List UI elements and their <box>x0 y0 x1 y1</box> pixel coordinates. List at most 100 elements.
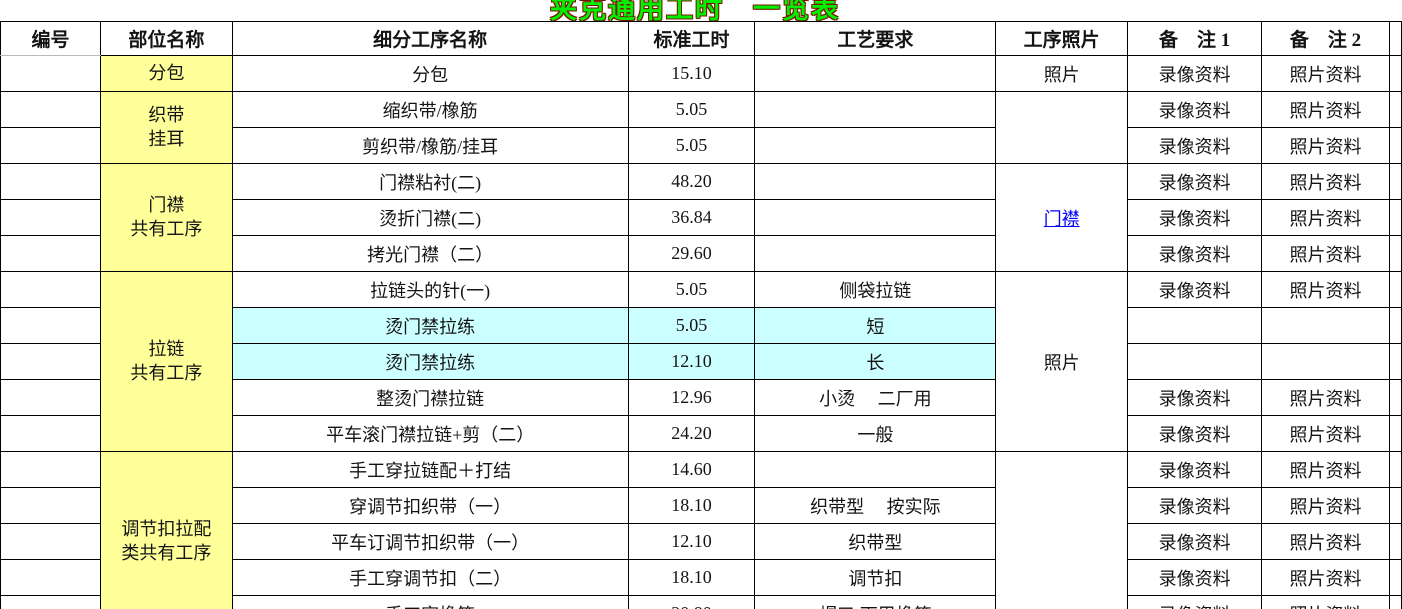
cell-note2[interactable]: 照片资料 <box>1261 559 1390 596</box>
cell-req[interactable]: 长 <box>754 343 997 380</box>
cell-process[interactable]: 缩织带/橡筋 <box>231 91 629 128</box>
cell-note2[interactable]: 照片资料 <box>1261 451 1390 488</box>
cell-process[interactable]: 手工穿调节扣（二） <box>231 559 629 596</box>
cell-note1[interactable]: 录像资料 <box>1127 91 1263 128</box>
cell-note2[interactable]: 照片资料 <box>1261 235 1390 272</box>
cell-id[interactable] <box>0 55 101 92</box>
cell-note2[interactable]: 照片资料 <box>1261 199 1390 236</box>
cell-id[interactable] <box>0 379 101 416</box>
cell-hours[interactable]: 14.60 <box>627 451 756 488</box>
cell-process[interactable]: 烫门禁拉练 <box>231 343 629 380</box>
cell-id[interactable] <box>0 163 101 200</box>
cell-note2[interactable]: 照片资料 <box>1261 127 1390 164</box>
cell-id[interactable] <box>0 235 101 272</box>
cell-id[interactable] <box>0 415 101 452</box>
cell-note1[interactable]: 录像资料 <box>1127 559 1263 596</box>
cell-req[interactable] <box>754 91 997 128</box>
cell-note2[interactable]: 照片资料 <box>1261 595 1390 609</box>
cell-req[interactable]: 织带型 <box>754 523 997 560</box>
cell-process[interactable]: 平车滚门襟拉链+剪（二） <box>231 415 629 452</box>
cell-process[interactable]: 烫门禁拉练 <box>231 307 629 344</box>
cell-req[interactable]: 小烫 二厂用 <box>754 379 997 416</box>
cell-note2[interactable]: 照片资料 <box>1261 523 1390 560</box>
cell-part-section[interactable]: 门襟 共有工序 <box>99 163 233 272</box>
cell-hours[interactable]: 5.05 <box>627 271 756 308</box>
cell-process[interactable]: 手工穿橡筋 <box>231 595 629 609</box>
cell-note1[interactable]: 录像资料 <box>1127 127 1263 164</box>
cell-hours[interactable]: 12.10 <box>627 343 756 380</box>
cell-id[interactable] <box>0 271 101 308</box>
cell-id[interactable] <box>0 343 101 380</box>
cell-note1[interactable]: 录像资料 <box>1127 163 1263 200</box>
cell-id[interactable] <box>0 487 101 524</box>
cell-note2[interactable]: 照片资料 <box>1261 379 1390 416</box>
cell-photo[interactable] <box>995 91 1129 164</box>
col-header-photo[interactable]: 工序照片 <box>995 21 1129 56</box>
cell-note1[interactable]: 录像资料 <box>1127 595 1263 609</box>
cell-id[interactable] <box>0 595 101 609</box>
cell-process[interactable]: 门襟粘衬(二) <box>231 163 629 200</box>
cell-id[interactable] <box>0 199 101 236</box>
cell-hours[interactable]: 15.10 <box>627 55 756 92</box>
cell-req[interactable]: 短 <box>754 307 997 344</box>
cell-process[interactable]: 剪织带/橡筋/挂耳 <box>231 127 629 164</box>
cell-process[interactable]: 平车订调节扣织带（一） <box>231 523 629 560</box>
cell-note1[interactable]: 录像资料 <box>1127 415 1263 452</box>
cell-req[interactable] <box>754 127 997 164</box>
cell-hours[interactable]: 24.20 <box>627 415 756 452</box>
cell-photo[interactable]: 门襟 <box>995 163 1129 272</box>
cell-hours[interactable]: 18.10 <box>627 487 756 524</box>
cell-note2[interactable]: 照片资料 <box>1261 91 1390 128</box>
cell-part-section[interactable]: 调节扣拉配 类共有工序 <box>99 451 233 609</box>
col-header-part[interactable]: 部位名称 <box>99 21 233 56</box>
cell-note2[interactable]: 照片资料 <box>1261 487 1390 524</box>
cell-req[interactable] <box>754 199 997 236</box>
cell-note2[interactable] <box>1261 307 1390 344</box>
cell-hours[interactable]: 5.05 <box>627 307 756 344</box>
cell-id[interactable] <box>0 91 101 128</box>
col-header-id[interactable]: 编号 <box>0 21 101 56</box>
cell-note1[interactable]: 录像资料 <box>1127 487 1263 524</box>
cell-note1[interactable]: 录像资料 <box>1127 379 1263 416</box>
cell-hours[interactable]: 20.80 <box>627 595 756 609</box>
cell-photo[interactable]: 照片 <box>995 55 1129 92</box>
cell-part-section[interactable]: 分包 <box>99 55 233 92</box>
cell-note2[interactable]: 照片资料 <box>1261 163 1390 200</box>
cell-note1[interactable]: 录像资料 <box>1127 55 1263 92</box>
cell-req[interactable] <box>754 55 997 92</box>
cell-hours[interactable]: 5.05 <box>627 91 756 128</box>
cell-id[interactable] <box>0 307 101 344</box>
cell-req[interactable]: 帽口/下巴橡筋 <box>754 595 997 609</box>
col-header-process[interactable]: 细分工序名称 <box>231 21 629 56</box>
cell-process[interactable]: 分包 <box>231 55 629 92</box>
cell-req[interactable] <box>754 451 997 488</box>
cell-process[interactable]: 拷光门襟（二） <box>231 235 629 272</box>
cell-hours[interactable]: 5.05 <box>627 127 756 164</box>
cell-id[interactable] <box>0 559 101 596</box>
cell-hours[interactable]: 18.10 <box>627 559 756 596</box>
cell-note1[interactable]: 录像资料 <box>1127 451 1263 488</box>
cell-part-section[interactable]: 拉链 共有工序 <box>99 271 233 452</box>
cell-req[interactable]: 织带型 按实际 <box>754 487 997 524</box>
cell-hours[interactable]: 48.20 <box>627 163 756 200</box>
col-header-note1[interactable]: 备 注 1 <box>1127 21 1263 56</box>
cell-note2[interactable]: 照片资料 <box>1261 55 1390 92</box>
cell-hours[interactable]: 29.60 <box>627 235 756 272</box>
cell-id[interactable] <box>0 127 101 164</box>
menjin-photo-link[interactable]: 门襟 <box>1043 208 1080 229</box>
cell-note2[interactable]: 照片资料 <box>1261 271 1390 308</box>
cell-req[interactable] <box>754 235 997 272</box>
cell-hours[interactable]: 12.10 <box>627 523 756 560</box>
cell-note1[interactable]: 录像资料 <box>1127 271 1263 308</box>
cell-id[interactable] <box>0 451 101 488</box>
col-header-hours[interactable]: 标准工时 <box>627 21 756 56</box>
cell-note1[interactable]: 录像资料 <box>1127 199 1263 236</box>
cell-req[interactable]: 一般 <box>754 415 997 452</box>
cell-req[interactable]: 调节扣 <box>754 559 997 596</box>
cell-note1[interactable]: 录像资料 <box>1127 235 1263 272</box>
col-header-note2[interactable]: 备 注 2 <box>1261 21 1390 56</box>
cell-photo[interactable]: 照片 <box>995 271 1129 452</box>
cell-process[interactable]: 手工穿拉链配＋打结 <box>231 451 629 488</box>
cell-note2[interactable]: 照片资料 <box>1261 415 1390 452</box>
cell-process[interactable]: 烫折门襟(二) <box>231 199 629 236</box>
